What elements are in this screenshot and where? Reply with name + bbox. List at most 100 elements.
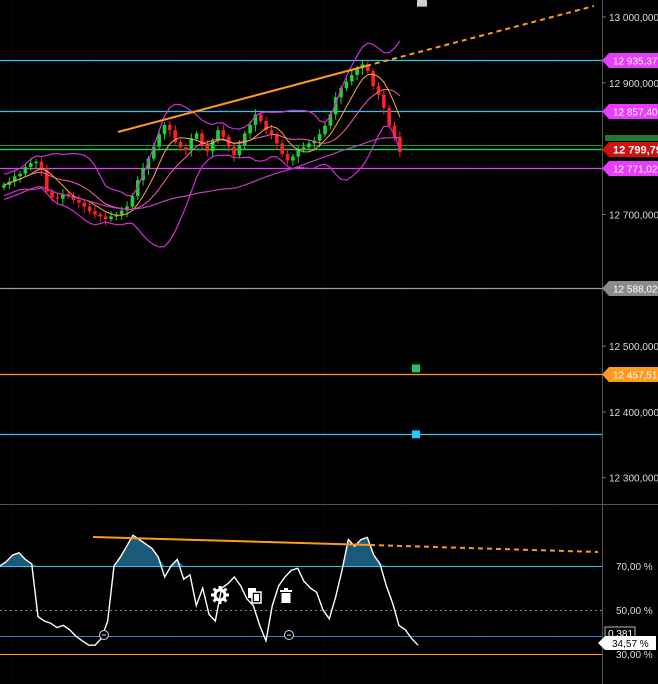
candle-body <box>66 194 70 197</box>
trash-icon[interactable] <box>280 588 292 603</box>
candle-body <box>232 146 236 156</box>
price-tick-label: 13 000,000 <box>609 13 658 24</box>
candle-body <box>109 216 113 220</box>
candle-body <box>168 124 172 131</box>
overbought-fill <box>114 535 165 566</box>
price-tick-label: 12 400,000 <box>609 408 658 419</box>
price-tick-label: 12 500,000 <box>609 342 658 353</box>
candle-body <box>162 124 167 135</box>
candle-body <box>210 140 215 152</box>
candle-body <box>221 130 226 137</box>
candle-body <box>77 199 81 203</box>
candle-body <box>34 161 38 164</box>
candle-body <box>323 125 327 135</box>
candle-body <box>189 138 194 150</box>
candle-body <box>12 176 17 182</box>
candle-body <box>269 130 274 135</box>
candle-body <box>18 173 22 177</box>
candle-body <box>125 206 129 211</box>
oscillator-tick-label: 30,00 % <box>616 650 653 661</box>
candle-body <box>23 167 28 174</box>
price-level-tag-text: 12 771,02 <box>613 165 658 176</box>
candle-body <box>194 133 199 139</box>
candle-body <box>312 140 317 144</box>
candle-body <box>205 145 210 152</box>
candle-body <box>398 136 402 152</box>
candle-body <box>285 153 290 161</box>
price-level-tag-text: 12 588,02 <box>613 285 658 296</box>
gear-icon[interactable] <box>211 586 229 604</box>
oscillator-tick-label: 50,00 % <box>616 606 653 617</box>
price-level-tag-bg <box>602 367 658 382</box>
candle-body <box>333 97 338 115</box>
price-axis: 13 000,000 12 900,000 12 700,000 12 500,000… <box>602 13 658 485</box>
candle-body <box>178 142 183 148</box>
candle-body <box>349 74 354 82</box>
candle-body <box>264 120 268 131</box>
candle-body <box>301 147 306 150</box>
oscillator-tick-label: 70,00 % <box>616 562 653 573</box>
oscillator-trendline-solid <box>92 536 371 546</box>
candle-body <box>280 143 284 154</box>
bollinger-upper <box>3 40 401 197</box>
price-level-tag-bg <box>602 281 658 296</box>
oscillator-axis: 70,00 % 50,00 % 30,00 % <box>616 562 653 661</box>
overbought-fill <box>171 559 184 566</box>
candle-body <box>184 147 188 150</box>
candle-body <box>45 169 49 192</box>
price-level-tag-text: 12 857,40 <box>613 108 658 119</box>
price-tick-label: 12 300,000 <box>609 474 658 485</box>
candle-body <box>130 196 135 207</box>
slow-ma <box>3 137 400 210</box>
copy-icon[interactable] <box>248 588 262 604</box>
candle-body <box>61 194 65 199</box>
candle-body <box>152 146 156 159</box>
candle-body <box>259 114 263 121</box>
candle-body <box>157 134 161 147</box>
readout-upper-text: 0,381 <box>608 629 633 640</box>
price-level-tag: 12 588,02 <box>602 281 658 296</box>
candle-body <box>366 64 370 71</box>
candle-body <box>355 68 359 75</box>
candle-body <box>275 134 279 144</box>
price-tick-label: 12 900,000 <box>609 79 658 90</box>
candle-body <box>50 191 54 198</box>
price-level-tag-bg <box>602 104 658 119</box>
price-level-tag-shadow <box>605 135 658 141</box>
price-level-tag-text: 12 457,51 <box>613 371 658 382</box>
candle-body <box>146 158 151 169</box>
readout-lower-tag <box>598 636 656 650</box>
price-level-tag: 12 457,51 <box>602 367 658 382</box>
candle-body <box>253 114 258 125</box>
overbought-fill <box>0 552 38 566</box>
candle-body <box>248 124 252 134</box>
candle-body <box>55 197 60 199</box>
candle-body <box>237 145 242 156</box>
candle-body <box>387 107 391 126</box>
candle-body <box>173 130 177 143</box>
level-marker <box>412 364 420 373</box>
alert-bell-icon <box>417 0 427 7</box>
price-tick-label: 12 700,000 <box>609 210 658 221</box>
oscillator-line <box>0 534 419 646</box>
price-level-tag-bg <box>602 161 658 176</box>
price-level-tag-text: 12 799,790 <box>613 145 658 157</box>
candle-body <box>317 134 322 141</box>
candle-body <box>71 196 76 200</box>
price-level-tag-bg <box>602 53 658 68</box>
candle-body <box>216 130 220 141</box>
candle-body <box>291 156 295 161</box>
candle-body <box>98 214 103 217</box>
candle-body <box>39 161 44 170</box>
trendline-solid <box>117 65 367 133</box>
oscillator-pane[interactable] <box>0 506 602 684</box>
candle-body <box>344 81 349 89</box>
candle-body <box>328 114 333 126</box>
candle-body <box>103 216 108 220</box>
candle-body <box>200 133 204 146</box>
candle-body <box>87 206 92 212</box>
drawing-toolbar <box>211 586 292 604</box>
price-pane-bg <box>0 0 602 503</box>
